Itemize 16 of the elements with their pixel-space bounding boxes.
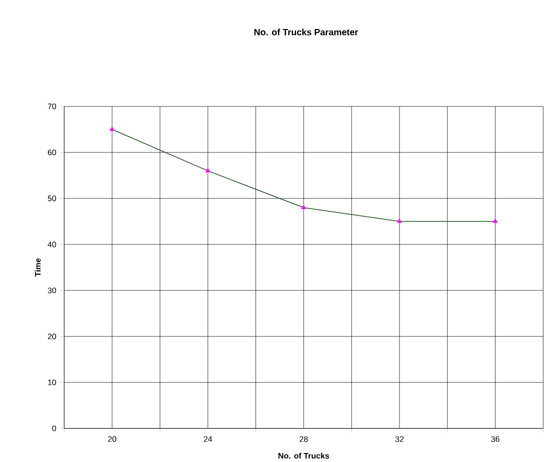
chart-title: No. of Trucks Parameter [254,28,358,36]
y-tick-label: 10 [48,380,56,386]
y-tick-label: 70 [48,104,56,110]
y-tick-label: 60 [48,150,56,156]
y-tick-label: 50 [48,196,56,202]
y-tick-label: 30 [48,288,56,294]
x-tick-label: 24 [204,436,212,442]
x-tick-label: 36 [491,436,500,442]
y-tick-label: 0 [52,426,56,432]
x-axis-title: No. of Trucks [278,452,330,459]
y-tick-label: 40 [48,242,56,248]
x-tick-label: 32 [395,436,404,442]
y-axis-title: Time [34,258,41,277]
y-tick-label: 20 [48,334,56,340]
x-tick-label: 28 [300,436,308,442]
x-tick-label: 20 [108,436,116,442]
